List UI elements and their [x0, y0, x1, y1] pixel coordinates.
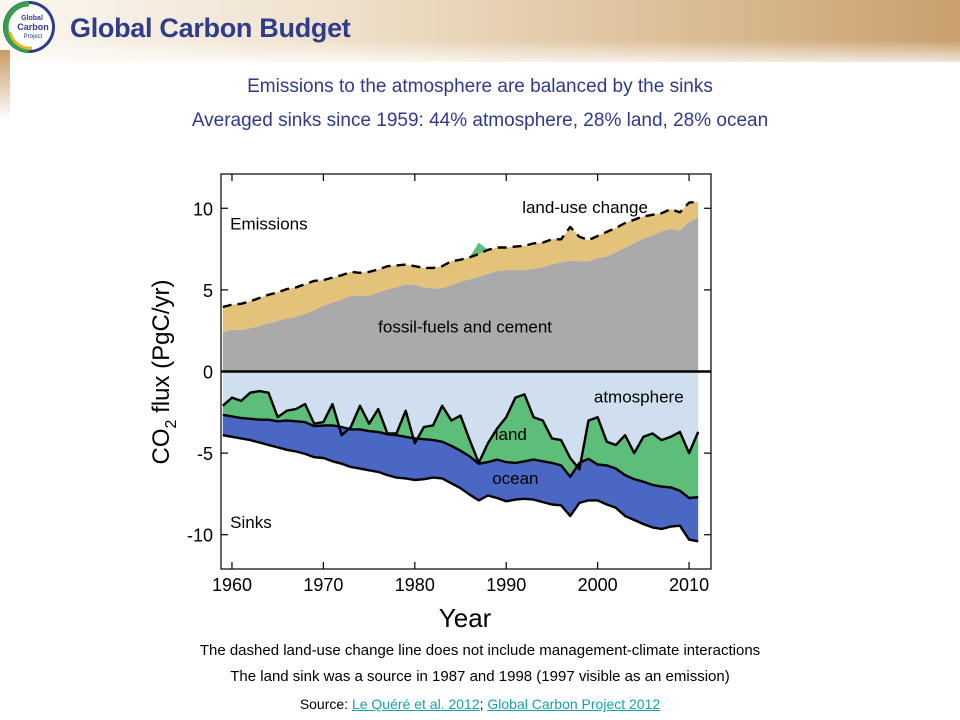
note-line-1: The dashed land-use change line does not…: [199, 642, 761, 659]
source-link-le-quere[interactable]: Le Quéré et al. 2012: [351, 696, 480, 712]
x-tick-label: 1980: [395, 575, 435, 595]
x-tick-label: 2000: [578, 575, 618, 595]
annotation-land: land: [495, 425, 527, 444]
subtitle-line-1: Emissions to the atmosphere are balanced…: [247, 76, 713, 97]
y-tick-label: -10: [187, 526, 213, 546]
x-axis-label: Year: [439, 603, 492, 633]
fossil-fuel-area: [222, 217, 699, 372]
y-tick-label: 0: [203, 363, 213, 383]
global-carbon-project-logo: Global Carbon Project: [3, 1, 55, 53]
annotation-emissions: Emissions: [230, 214, 307, 233]
page-title: Global Carbon Budget: [70, 13, 351, 43]
sidebar-accent: [0, 50, 10, 120]
y-tick-label: 10: [193, 199, 213, 219]
atmosphere-sink-area: [222, 371, 699, 470]
svg-text:Project: Project: [24, 34, 43, 40]
ocean-sink-area: [222, 414, 699, 542]
ocean-boundary-line: [222, 434, 699, 543]
source-line: Source: Le Quéré et al. 2012; Global Car…: [0, 696, 960, 712]
atmosphere-boundary-line: [222, 389, 700, 471]
annotation-ocean: ocean: [492, 469, 538, 488]
y-tick-label: 5: [203, 281, 213, 301]
banner-fade: [0, 40, 960, 70]
land-source-1987-area: [469, 242, 488, 258]
y-tick-label: -5: [197, 444, 213, 464]
y-axis-label: CO2 flux (PgC/yr): [148, 280, 180, 465]
x-tick-label: 2010: [669, 575, 709, 595]
svg-text:Global: Global: [21, 15, 43, 22]
note-line-2: The land sink was a source in 1987 and 1…: [230, 668, 730, 685]
annotation-land-use-change: land-use change: [522, 198, 648, 217]
annotation-atmosphere: atmosphere: [594, 388, 684, 407]
subtitle-line-2: Averaged sinks since 1959: 44% atmospher…: [191, 110, 769, 131]
x-tick-label: 1970: [303, 575, 343, 595]
source-link-global-carbon-project[interactable]: Global Carbon Project 2012: [487, 696, 661, 712]
land-boundary-line: [222, 413, 699, 500]
land-use-change-area: [222, 201, 699, 333]
source-separator: ;: [479, 696, 488, 712]
x-tick-label: 1990: [486, 575, 526, 595]
x-tick-label: 1960: [212, 575, 252, 595]
annotation-sinks: Sinks: [230, 513, 272, 532]
source-prefix: Source:: [299, 696, 352, 712]
annotation-fossil-fuels: fossil-fuels and cement: [378, 317, 552, 336]
svg-text:Carbon: Carbon: [17, 22, 49, 32]
land-sink-area: [222, 391, 699, 498]
land-use-change-dashed-line: [222, 200, 699, 309]
